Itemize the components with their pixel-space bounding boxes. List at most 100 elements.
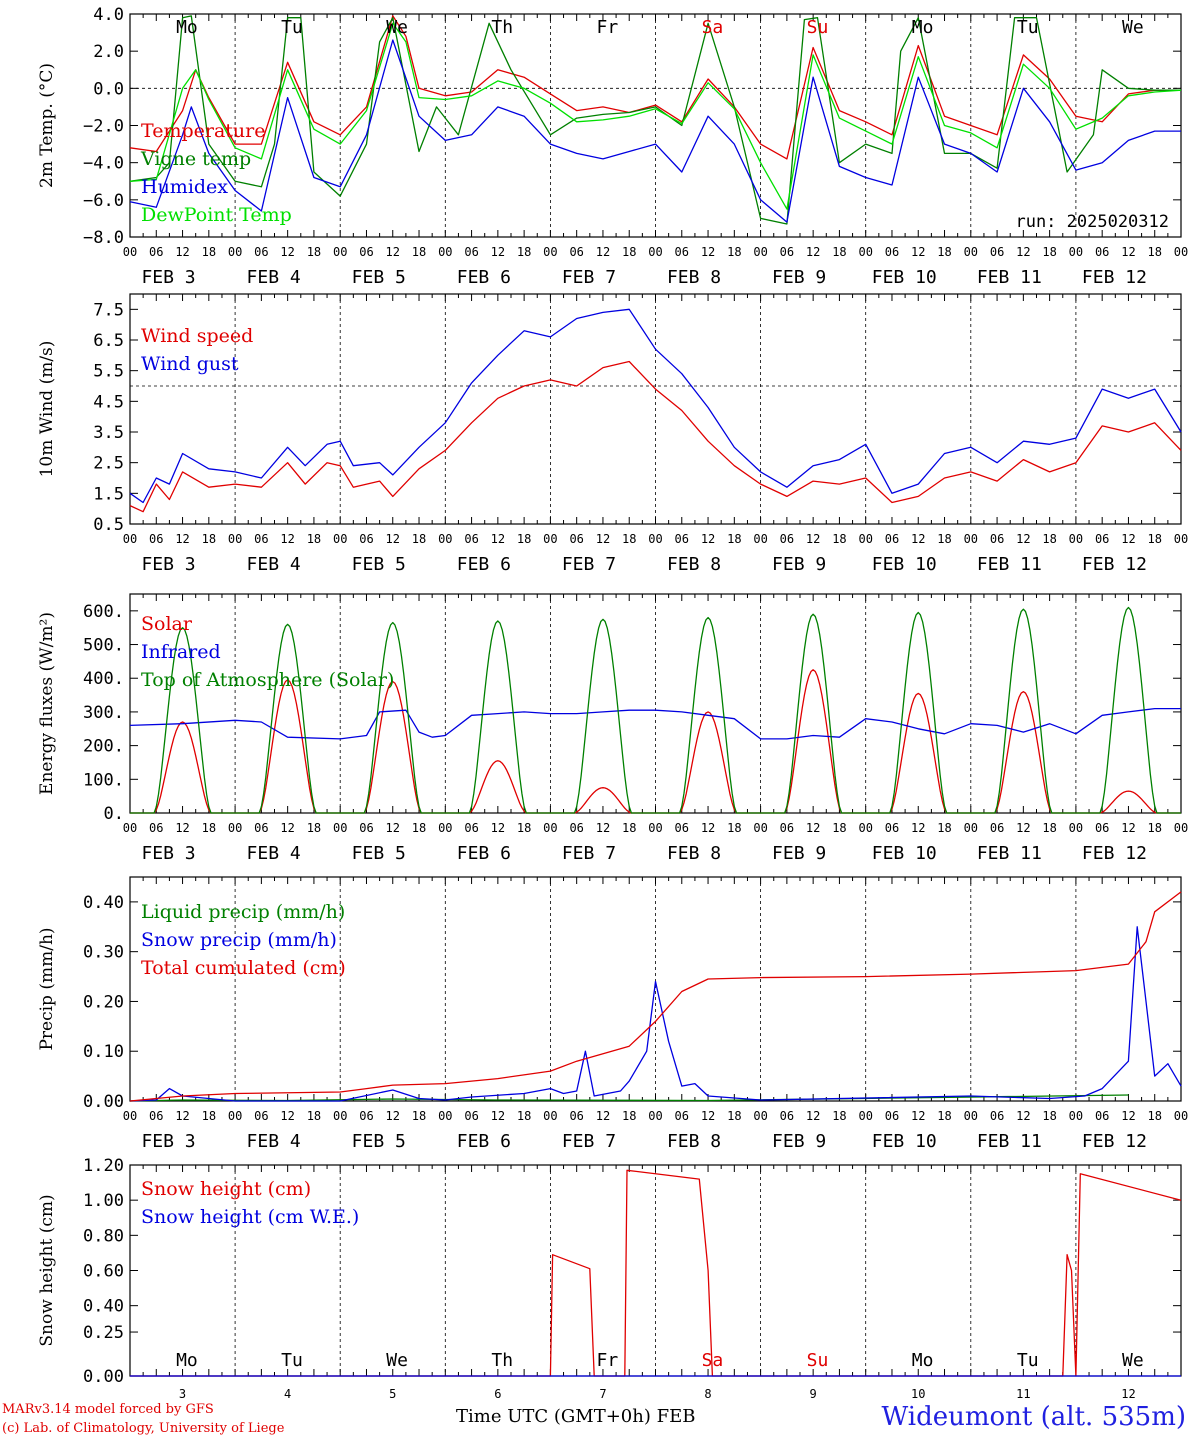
energy-hour-label: 00: [858, 821, 872, 835]
temp-hour-label: 00: [333, 245, 347, 259]
temp-hour-label: 00: [228, 245, 242, 259]
energy-hour-label: 06: [885, 821, 899, 835]
precip-hour-label: 18: [622, 1109, 636, 1123]
energy-hour-label: 00: [648, 821, 662, 835]
energy-hour-label: 06: [675, 821, 689, 835]
precip-hour-label: 00: [228, 1109, 242, 1123]
model-credit: MARv3.14 model forced by GFS: [2, 1402, 214, 1417]
temp-hour-label: 06: [254, 245, 268, 259]
snow-weekday-label: We: [1122, 1350, 1144, 1371]
temp-weekday-label: Mo: [912, 17, 934, 38]
precip-series-line-0: [129, 1094, 1129, 1102]
wind-hour-label: 12: [175, 532, 189, 546]
temp-hour-label: 12: [596, 245, 610, 259]
precip-hour-label: 18: [202, 1109, 216, 1123]
wind-hour-label: 06: [1095, 532, 1109, 546]
temp-date-label: FEB 9: [772, 267, 826, 288]
wind-hour-label: 00: [1069, 532, 1083, 546]
temp-hour-label: 00: [543, 245, 557, 259]
energy-y-tick-label: 400.: [83, 669, 124, 689]
energy-hour-label: 06: [780, 821, 794, 835]
day-number-label: 12: [1121, 1387, 1135, 1401]
wind-hour-label: 00: [543, 532, 557, 546]
snow-y-tick-label: 0.60: [83, 1262, 124, 1282]
wind-hour-label: 18: [307, 532, 321, 546]
wind-hour-label: 18: [622, 532, 636, 546]
precip-y-tick-label: 0.10: [83, 1042, 124, 1062]
energy-hour-label: 18: [832, 821, 846, 835]
day-number-label: 3: [179, 1387, 186, 1401]
energy-date-label: FEB 6: [457, 843, 511, 864]
snow-weekday-label: Th: [491, 1350, 513, 1371]
lab-credit: (c) Lab. of Climatology, University of L…: [2, 1421, 285, 1436]
energy-hour-label: 18: [937, 821, 951, 835]
x-axis-title: Time UTC (GMT+0h) FEB: [456, 1406, 696, 1427]
wind-y-tick-label: 4.5: [93, 392, 124, 412]
wind-date-label: FEB 7: [562, 554, 616, 575]
wind-y-axis-label: 10m Wind (m/s): [37, 341, 57, 478]
precip-y-tick-label: 0.00: [83, 1092, 124, 1112]
temp-y-tick-label: 4.0: [93, 5, 124, 25]
wind-hour-label: 06: [464, 532, 478, 546]
energy-hour-label: 12: [596, 821, 610, 835]
wind-hour-label: 18: [412, 532, 426, 546]
precip-hour-label: 12: [491, 1109, 505, 1123]
precip-y-tick-label: 0.40: [83, 893, 124, 913]
precip-hour-label: 06: [359, 1109, 373, 1123]
temp-hour-label: 12: [911, 245, 925, 259]
precip-hour-label: 12: [806, 1109, 820, 1123]
temp-weekday-label: Sa: [702, 17, 724, 38]
precip-hour-label: 06: [464, 1109, 478, 1123]
wind-hour-label: 00: [123, 532, 137, 546]
snow-weekday-label: We: [386, 1350, 408, 1371]
temp-hour-label: 12: [386, 245, 400, 259]
precip-hour-label: 12: [1121, 1109, 1135, 1123]
snow-weekday-label: Tu: [281, 1350, 303, 1371]
energy-hour-label: 00: [333, 821, 347, 835]
precip-hour-label: 12: [280, 1109, 294, 1123]
temp-hour-label: 06: [149, 245, 163, 259]
energy-date-label: FEB 8: [667, 843, 721, 864]
precip-date-label: FEB 11: [977, 1131, 1042, 1152]
temp-y-tick-label: 2.0: [93, 42, 124, 62]
energy-hour-label: 06: [990, 821, 1004, 835]
energy-hour-label: 18: [1042, 821, 1056, 835]
energy-legend-entry: Top of Atmosphere (Solar): [141, 669, 394, 691]
wind-hour-label: 00: [228, 532, 242, 546]
precip-hour-label: 00: [438, 1109, 452, 1123]
temp-hour-label: 06: [675, 245, 689, 259]
energy-hour-label: 00: [753, 821, 767, 835]
precip-legend-entry: Total cumulated (cm): [141, 957, 346, 979]
temp-y-tick-label: −2.0: [83, 117, 124, 137]
wind-hour-label: 12: [1016, 532, 1030, 546]
precip-hour-label: 18: [412, 1109, 426, 1123]
wind-hour-label: 00: [753, 532, 767, 546]
snow-y-axis-label: Snow height (cm): [37, 1194, 57, 1346]
snow-y-tick-label: 1.20: [83, 1156, 124, 1176]
temp-hour-label: 18: [307, 245, 321, 259]
temp-hour-label: 18: [727, 245, 741, 259]
energy-hour-label: 00: [438, 821, 452, 835]
wind-series-line-1: [129, 308, 1182, 504]
wind-date-label: FEB 11: [977, 554, 1042, 575]
wind-hour-label: 06: [149, 532, 163, 546]
temp-hour-label: 18: [1042, 245, 1056, 259]
temp-y-tick-label: −8.0: [83, 228, 124, 248]
temp-series-line-1: [129, 15, 1181, 225]
temp-y-tick-label: −4.0: [83, 154, 124, 174]
temp-hour-label: 18: [1147, 245, 1161, 259]
energy-hour-label: 06: [149, 821, 163, 835]
temp-hour-label: 06: [1095, 245, 1109, 259]
day-number-label: 11: [1016, 1387, 1030, 1401]
temp-y-tick-label: 0.0: [93, 79, 124, 99]
temp-weekday-label: Th: [491, 17, 513, 38]
precip-hour-label: 00: [543, 1109, 557, 1123]
temp-legend-entry: Humidex: [141, 176, 228, 198]
wind-y-tick-label: 1.5: [93, 484, 124, 504]
precip-hour-label: 06: [149, 1109, 163, 1123]
temp-weekday-label: Mo: [176, 17, 198, 38]
precip-hour-label: 00: [964, 1109, 978, 1123]
precip-y-tick-label: 0.30: [83, 943, 124, 963]
temp-weekday-label: We: [386, 17, 408, 38]
precip-hour-label: 12: [911, 1109, 925, 1123]
